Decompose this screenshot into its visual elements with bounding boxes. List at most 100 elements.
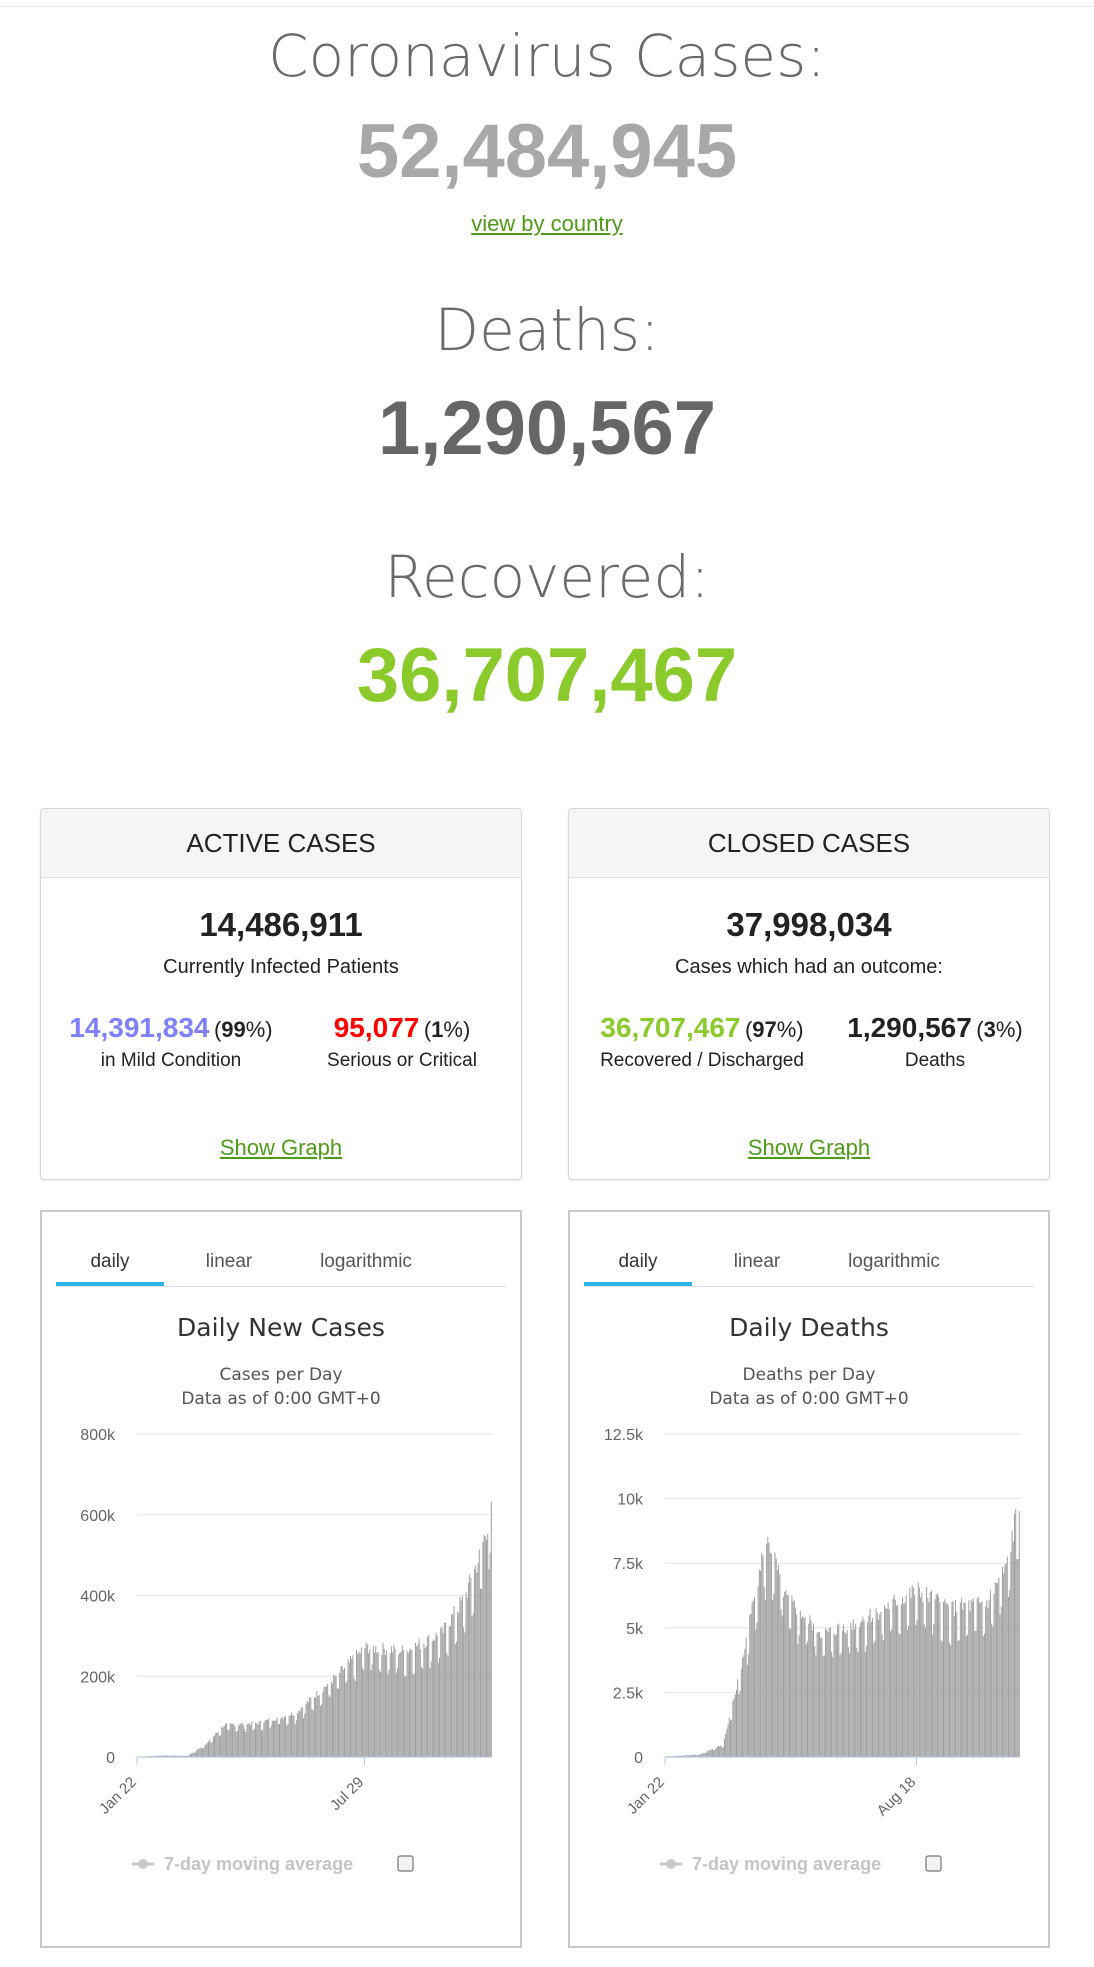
bar xyxy=(490,1501,492,1757)
tab-logarithmic[interactable]: logarithmic xyxy=(320,1251,412,1272)
bar xyxy=(941,1641,943,1757)
bar xyxy=(721,1747,723,1757)
tab-linear[interactable]: linear xyxy=(205,1251,253,1272)
bar xyxy=(339,1672,341,1757)
legend-marker-icon xyxy=(138,1859,148,1869)
bar xyxy=(995,1582,997,1757)
bar xyxy=(485,1539,487,1757)
bar xyxy=(336,1688,338,1757)
bar xyxy=(357,1653,359,1757)
x-tick-label: Jul 29 xyxy=(327,1774,367,1814)
bar xyxy=(352,1655,354,1757)
bar xyxy=(313,1697,315,1757)
deaths-block: 1,290,567 (3%) Deaths xyxy=(827,1012,1043,1072)
bar xyxy=(431,1641,433,1757)
bar xyxy=(429,1668,431,1757)
bar xyxy=(297,1713,299,1757)
bar xyxy=(858,1627,860,1757)
bar xyxy=(303,1718,305,1757)
chart-title: Daily Deaths xyxy=(729,1313,889,1342)
bar xyxy=(345,1682,347,1757)
bar xyxy=(258,1721,260,1757)
bar xyxy=(802,1616,804,1757)
bar xyxy=(911,1585,913,1757)
bar xyxy=(780,1608,782,1757)
bar xyxy=(245,1731,247,1757)
tab-logarithmic[interactable]: logarithmic xyxy=(848,1251,940,1272)
bar xyxy=(223,1725,225,1757)
closed-show-graph-link[interactable]: Show Graph xyxy=(747,1135,871,1160)
bar xyxy=(275,1720,277,1757)
bar xyxy=(792,1601,794,1757)
bar xyxy=(226,1723,228,1757)
view-by-country-link[interactable]: view by country xyxy=(471,211,623,236)
bar xyxy=(173,1755,175,1757)
bar xyxy=(247,1723,249,1757)
bar xyxy=(977,1596,979,1757)
bar xyxy=(425,1646,427,1757)
bar xyxy=(992,1626,994,1757)
bar xyxy=(221,1726,223,1757)
bar xyxy=(867,1622,869,1757)
active-show-graph-link[interactable]: Show Graph xyxy=(219,1135,343,1160)
bar xyxy=(796,1614,798,1757)
bar xyxy=(387,1674,389,1757)
tab-daily[interactable]: daily xyxy=(584,1240,692,1286)
bar xyxy=(323,1686,325,1757)
bar xyxy=(817,1631,819,1757)
tab-daily[interactable]: daily xyxy=(56,1240,164,1286)
bar xyxy=(971,1601,973,1757)
legend-label: 7-day moving average xyxy=(164,1854,353,1874)
bar xyxy=(988,1599,990,1757)
bar xyxy=(879,1614,881,1757)
moving-average-checkbox[interactable] xyxy=(925,1855,942,1872)
bar xyxy=(893,1595,895,1757)
bar xyxy=(1009,1589,1011,1757)
bar xyxy=(174,1755,176,1757)
bar xyxy=(949,1642,951,1757)
bar xyxy=(428,1634,430,1757)
bar xyxy=(829,1627,831,1757)
bar xyxy=(413,1673,415,1757)
bar xyxy=(210,1743,212,1757)
bar xyxy=(742,1657,744,1757)
bar xyxy=(417,1644,419,1757)
bar xyxy=(402,1649,404,1757)
bar xyxy=(942,1601,944,1757)
bar xyxy=(841,1630,843,1757)
bar xyxy=(737,1679,739,1757)
bar xyxy=(852,1619,854,1757)
bar xyxy=(489,1552,491,1757)
moving-average-checkbox[interactable] xyxy=(397,1855,414,1872)
bar xyxy=(441,1626,443,1757)
closed-cases-panel: CLOSED CASES 37,998,034 Cases which had … xyxy=(568,808,1050,1180)
bar xyxy=(711,1748,713,1757)
top-divider xyxy=(0,6,1094,7)
bar xyxy=(928,1602,930,1757)
x-tick-label: Jan 22 xyxy=(96,1774,140,1818)
bar xyxy=(793,1600,795,1757)
bar xyxy=(870,1621,872,1757)
bar xyxy=(251,1721,253,1757)
bar xyxy=(935,1594,937,1757)
bar xyxy=(774,1552,776,1757)
cases-total: 52,484,945 xyxy=(356,109,738,194)
bar xyxy=(916,1619,918,1757)
bar xyxy=(487,1533,489,1757)
bar xyxy=(981,1601,983,1757)
bar xyxy=(195,1750,197,1757)
bar xyxy=(767,1536,769,1757)
bar xyxy=(914,1595,916,1757)
bar xyxy=(390,1646,392,1757)
bar xyxy=(743,1655,745,1757)
bar xyxy=(999,1614,1001,1757)
bar xyxy=(458,1612,460,1757)
bar xyxy=(856,1647,858,1757)
bar xyxy=(199,1748,201,1757)
legend-marker-icon xyxy=(666,1859,676,1869)
bar xyxy=(287,1723,289,1757)
tab-linear[interactable]: linear xyxy=(733,1251,781,1272)
bar xyxy=(985,1606,987,1757)
bar xyxy=(929,1592,931,1757)
bar xyxy=(770,1553,772,1757)
